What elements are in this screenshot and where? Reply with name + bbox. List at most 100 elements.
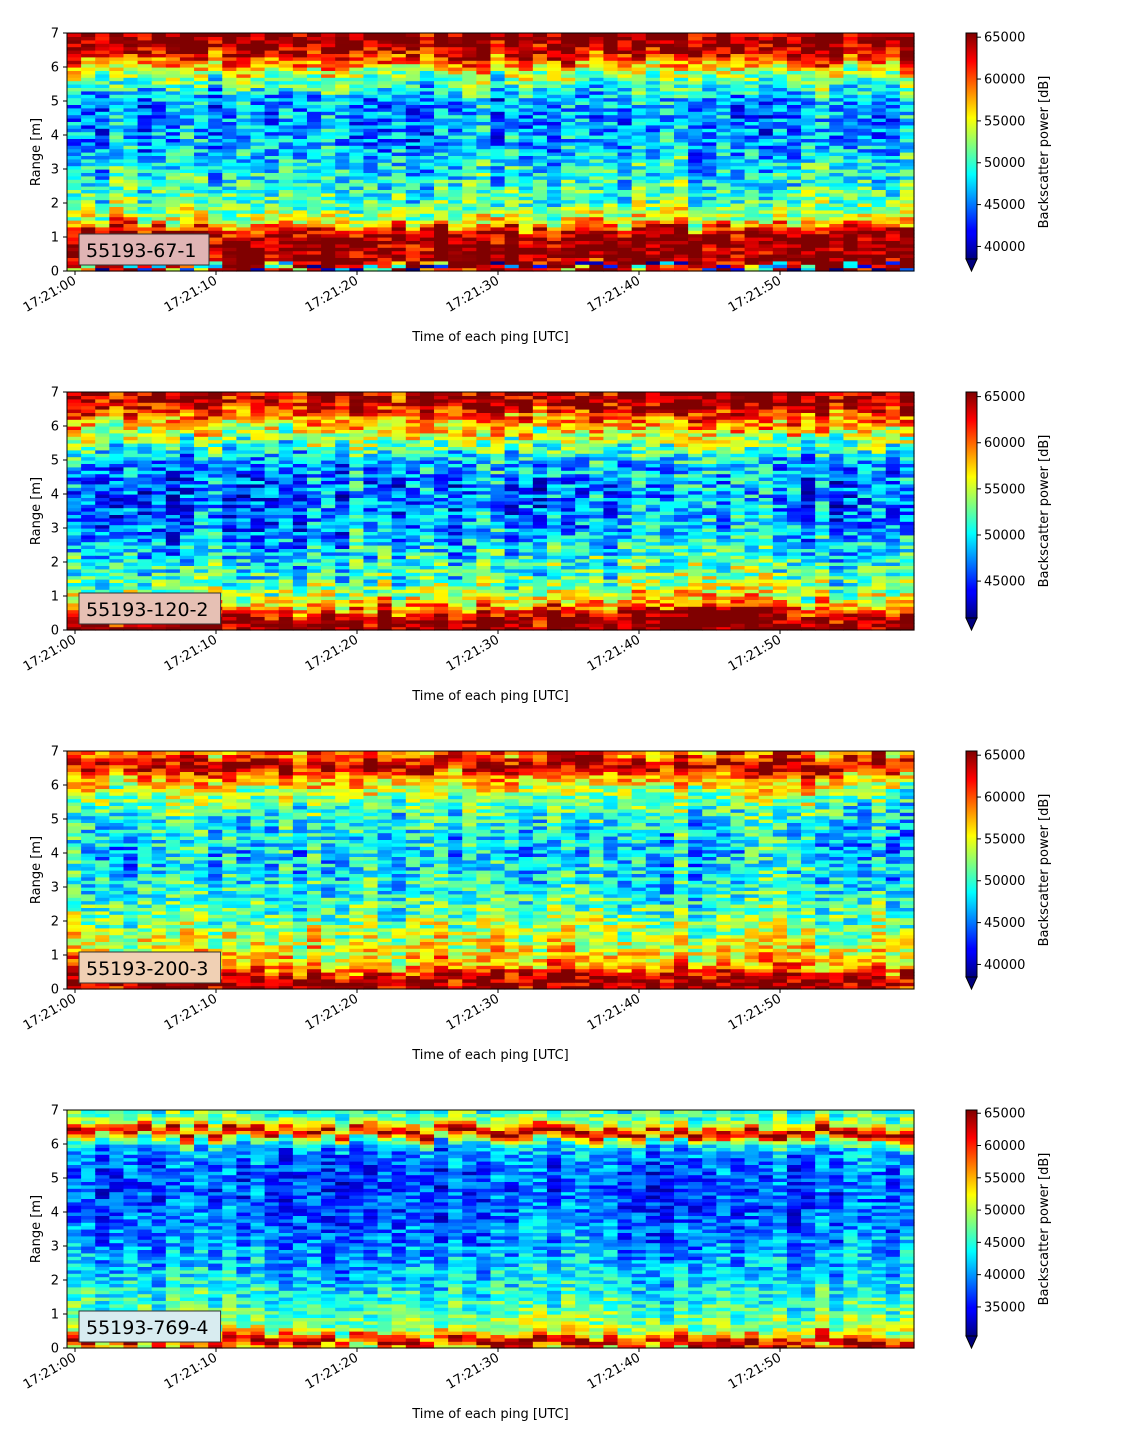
heatmap-cell bbox=[165, 199, 181, 204]
heatmap-cell bbox=[631, 107, 647, 112]
heatmap-cell bbox=[603, 240, 619, 245]
heatmap-cell bbox=[278, 104, 294, 109]
heatmap-cell bbox=[222, 118, 237, 122]
heatmap-cell bbox=[815, 124, 830, 129]
heatmap-cell bbox=[95, 60, 110, 65]
heatmap-cell bbox=[278, 233, 294, 238]
heatmap-cell bbox=[349, 46, 365, 51]
heatmap-cell bbox=[137, 94, 153, 99]
heatmap-cell bbox=[744, 43, 760, 48]
heatmap-cell bbox=[123, 158, 139, 163]
heatmap-cell bbox=[716, 114, 732, 119]
heatmap-cell bbox=[518, 138, 534, 143]
heatmap-cell bbox=[716, 152, 732, 156]
heatmap-cell bbox=[603, 192, 619, 197]
heatmap-cell bbox=[179, 585, 195, 590]
heatmap-cell bbox=[561, 186, 576, 190]
heatmap-cell bbox=[448, 124, 463, 129]
heatmap-cell bbox=[95, 585, 110, 590]
heatmap-cell bbox=[815, 94, 830, 99]
heatmap-cell bbox=[716, 223, 732, 228]
heatmap-cell bbox=[81, 429, 96, 434]
heatmap-cell bbox=[688, 162, 703, 167]
heatmap-cell bbox=[95, 220, 110, 224]
heatmap-cell bbox=[81, 63, 96, 68]
heatmap-cell bbox=[659, 189, 675, 194]
heatmap-cell bbox=[561, 90, 576, 95]
heatmap-cell bbox=[109, 412, 125, 417]
heatmap-cell bbox=[208, 558, 223, 563]
heatmap-cell bbox=[786, 260, 802, 265]
heatmap-cell bbox=[645, 36, 661, 41]
heatmap-cell bbox=[857, 267, 873, 272]
heatmap-cell bbox=[716, 50, 732, 54]
heatmap-cell bbox=[899, 169, 915, 173]
heatmap-cell bbox=[109, 579, 125, 583]
heatmap-cell bbox=[137, 626, 153, 631]
heatmap-cell bbox=[589, 145, 605, 150]
heatmap-cell bbox=[603, 104, 619, 109]
heatmap-cell bbox=[885, 199, 901, 204]
heatmap-cell bbox=[462, 145, 477, 150]
heatmap-cell bbox=[772, 67, 788, 71]
heatmap-cell bbox=[730, 209, 746, 214]
heatmap-cell bbox=[603, 63, 619, 68]
heatmap-cell bbox=[151, 507, 167, 512]
heatmap-cell bbox=[179, 162, 195, 167]
heatmap-cell bbox=[81, 398, 96, 403]
heatmap-cell bbox=[448, 155, 463, 160]
heatmap-cell bbox=[292, 254, 308, 258]
heatmap-cell bbox=[758, 104, 774, 109]
heatmap-cell bbox=[95, 562, 110, 566]
heatmap-cell bbox=[95, 148, 110, 153]
heatmap-cell bbox=[532, 243, 548, 248]
heatmap-cell bbox=[645, 223, 661, 228]
heatmap-cell bbox=[434, 73, 449, 78]
heatmap-cell bbox=[815, 114, 830, 119]
heatmap-cell bbox=[165, 53, 181, 58]
heatmap-cell bbox=[801, 169, 816, 173]
heatmap-cell bbox=[561, 175, 576, 180]
heatmap-cell bbox=[264, 189, 280, 194]
heatmap-cell bbox=[81, 473, 96, 478]
heatmap-cell bbox=[829, 53, 845, 58]
heatmap-cell bbox=[490, 175, 506, 180]
heatmap-cell bbox=[829, 233, 845, 238]
heatmap-cell bbox=[278, 121, 294, 126]
heatmap-cell bbox=[702, 172, 717, 177]
heatmap-cell bbox=[222, 169, 237, 173]
heatmap-cell bbox=[109, 402, 125, 407]
heatmap-cell bbox=[419, 169, 435, 173]
heatmap-cell bbox=[758, 36, 774, 41]
heatmap-cell bbox=[829, 257, 845, 262]
heatmap-cell bbox=[561, 189, 576, 194]
heatmap-cell bbox=[561, 111, 576, 116]
heatmap-cell bbox=[659, 53, 675, 58]
heatmap-cell bbox=[546, 223, 562, 228]
heatmap-cell bbox=[81, 172, 96, 177]
heatmap-cell bbox=[434, 39, 449, 44]
heatmap-cell bbox=[264, 43, 280, 48]
heatmap-cell bbox=[871, 213, 887, 218]
heatmap-cell bbox=[631, 220, 647, 224]
heatmap-cell bbox=[194, 226, 209, 231]
heatmap-cell bbox=[603, 162, 619, 167]
heatmap-cell bbox=[758, 237, 774, 241]
heatmap-cell bbox=[363, 60, 379, 65]
heatmap-cell bbox=[476, 220, 492, 224]
heatmap-cell bbox=[829, 138, 845, 143]
heatmap-cell bbox=[363, 260, 379, 265]
heatmap-cell bbox=[786, 233, 802, 238]
heatmap-cell bbox=[349, 175, 365, 180]
heatmap-cell bbox=[405, 53, 421, 58]
heatmap-cell bbox=[391, 46, 407, 51]
heatmap-cell bbox=[349, 179, 365, 184]
heatmap-cell bbox=[801, 158, 816, 163]
heatmap-cell bbox=[165, 169, 181, 173]
heatmap-cell bbox=[123, 541, 139, 546]
heatmap-cell bbox=[702, 216, 717, 221]
heatmap-cell bbox=[504, 63, 520, 68]
heatmap-cell bbox=[758, 250, 774, 255]
heatmap-cell bbox=[95, 196, 110, 201]
heatmap-cell bbox=[688, 189, 703, 194]
